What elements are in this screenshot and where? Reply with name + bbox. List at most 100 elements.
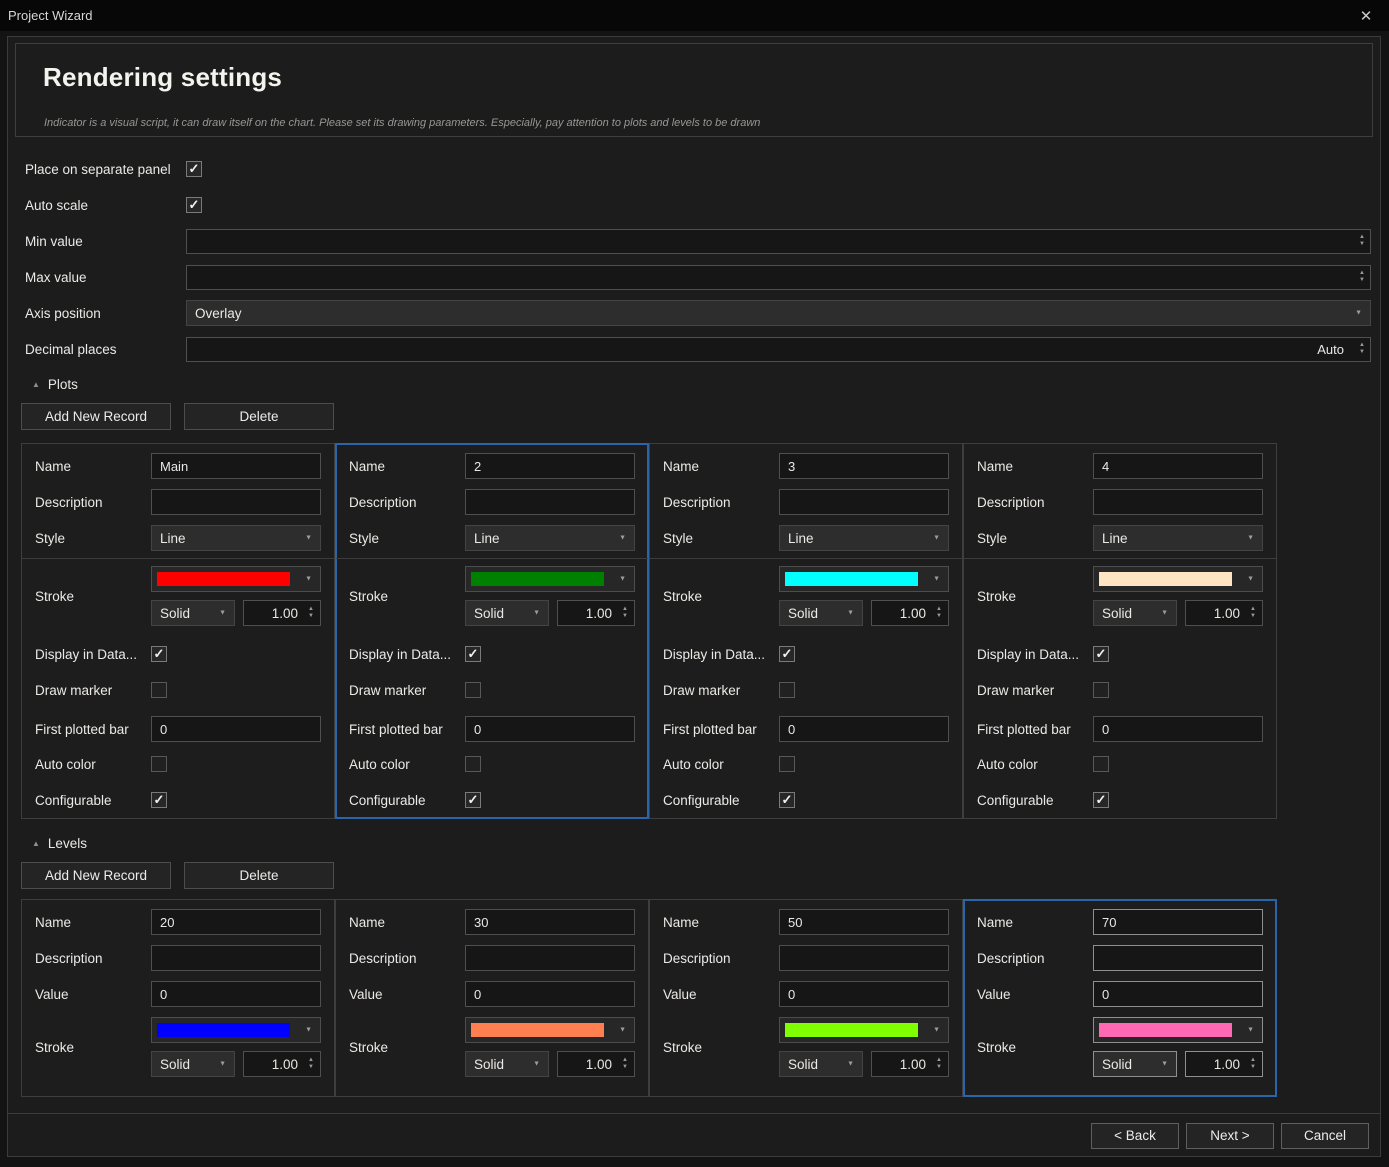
stroke-width-spinner[interactable]: 1.00▲▼	[871, 600, 949, 626]
auto-color-checkbox[interactable]	[151, 756, 167, 772]
place-on-separate-panel-checkbox[interactable]	[186, 161, 202, 177]
stroke-color-dropdown[interactable]: ▼	[465, 566, 635, 592]
next-button[interactable]: Next >	[1186, 1123, 1274, 1149]
plot-record-card[interactable]: Name Description Style Line▼ Stroke ▼ So…	[21, 443, 335, 819]
level-name-input[interactable]	[465, 909, 635, 935]
level-value-input[interactable]	[1093, 981, 1263, 1007]
plot-record-card[interactable]: Name Description Style Line▼ Stroke ▼ So…	[963, 443, 1277, 819]
level-name-input[interactable]	[1093, 909, 1263, 935]
level-value-input[interactable]	[465, 981, 635, 1007]
display-in-data-checkbox[interactable]	[465, 646, 481, 662]
draw-marker-checkbox[interactable]	[151, 682, 167, 698]
configurable-checkbox[interactable]	[465, 792, 481, 808]
level-name-input[interactable]	[779, 909, 949, 935]
spinner-arrows-icon[interactable]: ▲▼	[622, 606, 628, 620]
cancel-button[interactable]: Cancel	[1281, 1123, 1369, 1149]
levels-add-new-record-button[interactable]: Add New Record	[21, 862, 171, 889]
configurable-checkbox[interactable]	[779, 792, 795, 808]
stroke-dash-dropdown[interactable]: Solid▼	[465, 1051, 549, 1077]
level-value-input[interactable]	[151, 981, 321, 1007]
first-plotted-bar-input[interactable]	[465, 716, 635, 742]
stroke-dash-dropdown[interactable]: Solid▼	[1093, 1051, 1177, 1077]
spinner-arrows-icon[interactable]: ▲▼	[936, 1057, 942, 1071]
level-description-input[interactable]	[1093, 945, 1263, 971]
stroke-dash-dropdown[interactable]: Solid▼	[465, 600, 549, 626]
plot-name-input[interactable]	[779, 453, 949, 479]
plot-style-dropdown[interactable]: Line▼	[465, 525, 635, 551]
plot-description-input[interactable]	[1093, 489, 1263, 515]
min-value-input[interactable]	[186, 229, 1371, 254]
stroke-width-spinner[interactable]: 1.00▲▼	[1185, 1051, 1263, 1077]
stroke-color-dropdown[interactable]: ▼	[151, 566, 321, 592]
auto-color-checkbox[interactable]	[465, 756, 481, 772]
axis-position-dropdown[interactable]: Overlay ▼	[186, 300, 1371, 326]
draw-marker-checkbox[interactable]	[1093, 682, 1109, 698]
stroke-color-dropdown[interactable]: ▼	[779, 1017, 949, 1043]
auto-color-checkbox[interactable]	[1093, 756, 1109, 772]
decimal-places-input[interactable]	[186, 337, 1371, 362]
max-value-input[interactable]	[186, 265, 1371, 290]
level-record-card[interactable]: Name Description Value Stroke ▼ Solid▼ 1…	[335, 899, 649, 1097]
display-in-data-checkbox[interactable]	[1093, 646, 1109, 662]
stroke-width-spinner[interactable]: 1.00▲▼	[557, 600, 635, 626]
spinner-arrows-icon[interactable]: ▲▼	[1359, 270, 1365, 284]
first-plotted-bar-input[interactable]	[779, 716, 949, 742]
level-description-input[interactable]	[465, 945, 635, 971]
spinner-arrows-icon[interactable]: ▲▼	[308, 606, 314, 620]
stroke-color-dropdown[interactable]: ▼	[1093, 566, 1263, 592]
plot-description-input[interactable]	[151, 489, 321, 515]
spinner-arrows-icon[interactable]: ▲▼	[1250, 606, 1256, 620]
spinner-arrows-icon[interactable]: ▲▼	[1250, 1057, 1256, 1071]
spinner-arrows-icon[interactable]: ▲▼	[936, 606, 942, 620]
stroke-color-dropdown[interactable]: ▼	[779, 566, 949, 592]
level-record-card[interactable]: Name Description Value Stroke ▼ Solid▼ 1…	[21, 899, 335, 1097]
spinner-arrows-icon[interactable]: ▲▼	[1359, 234, 1365, 248]
spinner-arrows-icon[interactable]: ▲▼	[1359, 342, 1365, 356]
stroke-dash-dropdown[interactable]: Solid▼	[1093, 600, 1177, 626]
auto-scale-checkbox[interactable]	[186, 197, 202, 213]
level-description-input[interactable]	[151, 945, 321, 971]
plots-add-new-record-button[interactable]: Add New Record	[21, 403, 171, 430]
draw-marker-checkbox[interactable]	[779, 682, 795, 698]
stroke-color-dropdown[interactable]: ▼	[465, 1017, 635, 1043]
display-in-data-checkbox[interactable]	[779, 646, 795, 662]
plot-record-card[interactable]: Name Description Style Line▼ Stroke ▼ So…	[649, 443, 963, 819]
configurable-checkbox[interactable]	[151, 792, 167, 808]
plots-section-header[interactable]: ▲ Plots	[32, 374, 78, 394]
stroke-width-spinner[interactable]: 1.00▲▼	[871, 1051, 949, 1077]
levels-section-header[interactable]: ▲ Levels	[32, 833, 87, 853]
stroke-color-dropdown[interactable]: ▼	[1093, 1017, 1263, 1043]
stroke-dash-dropdown[interactable]: Solid▼	[779, 1051, 863, 1077]
stroke-dash-dropdown[interactable]: Solid▼	[151, 600, 235, 626]
stroke-width-spinner[interactable]: 1.00▲▼	[243, 1051, 321, 1077]
stroke-dash-dropdown[interactable]: Solid▼	[779, 600, 863, 626]
plot-style-dropdown[interactable]: Line▼	[779, 525, 949, 551]
configurable-checkbox[interactable]	[1093, 792, 1109, 808]
level-value-input[interactable]	[779, 981, 949, 1007]
stroke-color-dropdown[interactable]: ▼	[151, 1017, 321, 1043]
levels-delete-button[interactable]: Delete	[184, 862, 334, 889]
plots-delete-button[interactable]: Delete	[184, 403, 334, 430]
plot-style-dropdown[interactable]: Line▼	[151, 525, 321, 551]
level-record-card[interactable]: Name Description Value Stroke ▼ Solid▼ 1…	[963, 899, 1277, 1097]
first-plotted-bar-input[interactable]	[1093, 716, 1263, 742]
close-button[interactable]: ✕	[1353, 4, 1379, 28]
stroke-width-spinner[interactable]: 1.00▲▼	[557, 1051, 635, 1077]
plot-name-input[interactable]	[1093, 453, 1263, 479]
level-description-input[interactable]	[779, 945, 949, 971]
stroke-width-spinner[interactable]: 1.00▲▼	[1185, 600, 1263, 626]
plot-description-input[interactable]	[779, 489, 949, 515]
plot-record-card[interactable]: Name Description Style Line▼ Stroke ▼ So…	[335, 443, 649, 819]
level-record-card[interactable]: Name Description Value Stroke ▼ Solid▼ 1…	[649, 899, 963, 1097]
draw-marker-checkbox[interactable]	[465, 682, 481, 698]
plot-style-dropdown[interactable]: Line▼	[1093, 525, 1263, 551]
plot-description-input[interactable]	[465, 489, 635, 515]
stroke-dash-dropdown[interactable]: Solid▼	[151, 1051, 235, 1077]
display-in-data-checkbox[interactable]	[151, 646, 167, 662]
spinner-arrows-icon[interactable]: ▲▼	[308, 1057, 314, 1071]
back-button[interactable]: < Back	[1091, 1123, 1179, 1149]
stroke-width-spinner[interactable]: 1.00▲▼	[243, 600, 321, 626]
auto-color-checkbox[interactable]	[779, 756, 795, 772]
plot-name-input[interactable]	[465, 453, 635, 479]
plot-name-input[interactable]	[151, 453, 321, 479]
